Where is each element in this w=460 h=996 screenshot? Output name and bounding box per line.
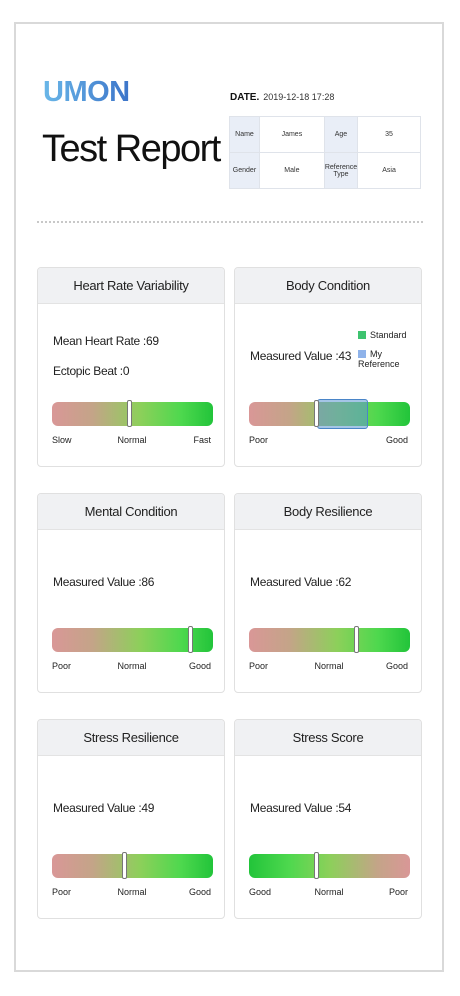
gauge-bar [249, 852, 410, 879]
stress-score-card: Stress Score Measured Value :54 Good Nor… [234, 719, 422, 919]
gauge-bar [249, 626, 410, 653]
scale-low-label: Slow [52, 435, 72, 445]
brand-logo: UMON [43, 76, 130, 108]
stress-resilience-card: Stress Resilience Measured Value :49 Poo… [37, 719, 225, 919]
scale-high-label: Good [385, 661, 408, 671]
gender-label: Gender [229, 152, 260, 189]
mental-condition-card: Mental Condition Measured Value :86 Poor… [37, 493, 225, 693]
gauge-bar [52, 626, 213, 653]
scale-low-label: Good [249, 887, 272, 897]
report-date: DATE. 2019-12-18 17:28 [230, 92, 334, 103]
card-title: Stress Score [235, 720, 421, 756]
card-title: Stress Resilience [38, 720, 224, 756]
gauge-marker [314, 400, 320, 427]
reference-type-value: Asia [357, 152, 421, 189]
card-title: Heart Rate Variability [38, 268, 224, 304]
scale-mid-label: Normal [117, 435, 147, 445]
date-value: 2019-12-18 17:28 [263, 92, 335, 102]
gauge-marker [187, 626, 193, 653]
body-resilience-card: Body Resilience Measured Value :62 Poor … [234, 493, 422, 693]
reference-type-label: Reference Type [323, 152, 359, 189]
standard-swatch [358, 331, 366, 339]
card-title: Body Condition [235, 268, 421, 304]
age-label: Age [323, 116, 359, 153]
scale-high-label: Poor [388, 887, 408, 897]
age-value: 35 [357, 116, 421, 153]
scale-mid-label: Normal [117, 661, 147, 671]
card-title: Mental Condition [38, 494, 224, 530]
gauge-marker [121, 852, 127, 879]
reference-swatch [358, 350, 366, 358]
date-label: DATE. [230, 92, 260, 103]
name-label: Name [229, 116, 260, 153]
scale-mid-label: Normal [117, 887, 147, 897]
legend-standard-label: Standard [370, 330, 407, 340]
scale-high-label: Good [385, 435, 408, 445]
name-value: James [258, 116, 325, 153]
measured-value: Measured Value :49 [53, 801, 155, 815]
scale-high-label: Good [188, 661, 211, 671]
scale-mid-label: Normal [314, 887, 344, 897]
measured-value: Measured Value :86 [53, 575, 155, 589]
scale-low-label: Poor [249, 435, 269, 445]
legend-reference-label: My Reference [358, 349, 400, 369]
scale-low-label: Poor [52, 887, 72, 897]
gauge-marker [354, 626, 360, 653]
gauge-marker [126, 400, 132, 427]
scale-high-label: Good [188, 887, 211, 897]
hrv-card: Heart Rate Variability Mean Heart Rate :… [37, 267, 225, 467]
scale-low-label: Poor [249, 661, 269, 671]
gender-value: Male [258, 152, 325, 189]
gauge-bar [52, 400, 213, 427]
scale-low-label: Poor [52, 661, 72, 671]
measured-value: Measured Value :43 [250, 349, 352, 363]
card-title: Body Resilience [235, 494, 421, 530]
reference-range-box [316, 399, 369, 429]
patient-info-table: Name James Age 35 Gender Male Reference … [229, 116, 421, 189]
scale-mid-label: Normal [314, 661, 344, 671]
scale-high-label: Fast [193, 435, 211, 445]
mean-heart-rate: Mean Heart Rate :69 [53, 334, 159, 348]
gauge-bar [249, 399, 410, 429]
measured-value: Measured Value :62 [250, 575, 352, 589]
legend-standard: Standard [358, 330, 407, 340]
page-title: Test Report [42, 128, 221, 170]
legend-reference: My Reference [358, 349, 421, 369]
body-condition-card: Body Condition Standard My Reference Mea… [234, 267, 422, 467]
gauge-bar [52, 852, 213, 879]
section-divider [37, 221, 423, 223]
gauge-marker [314, 852, 320, 879]
ectopic-beat: Ectopic Beat :0 [53, 364, 130, 378]
measured-value: Measured Value :54 [250, 801, 352, 815]
